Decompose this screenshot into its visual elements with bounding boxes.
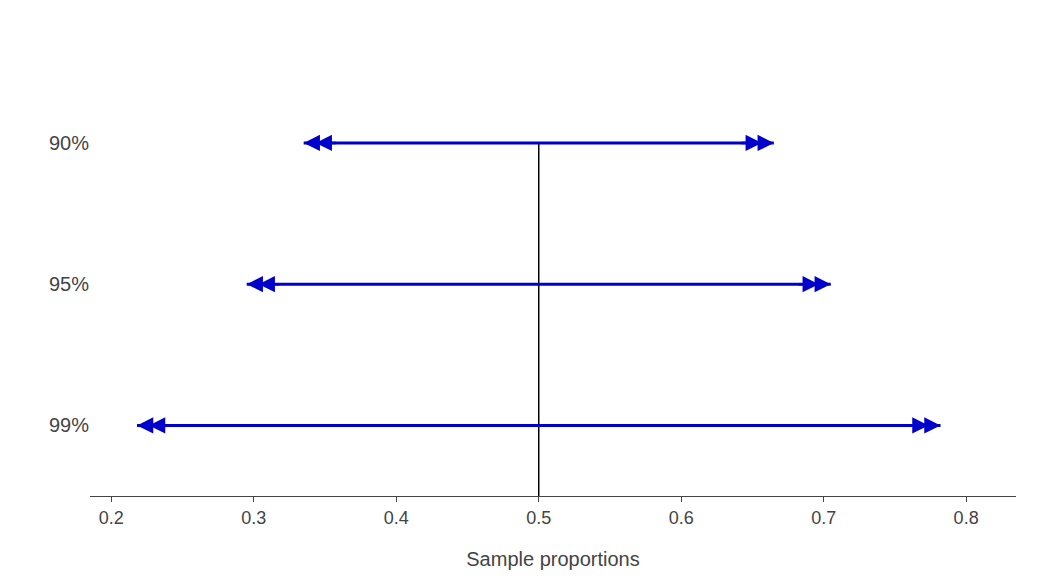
svg-text:0.6: 0.6: [669, 508, 694, 528]
svg-text:Sample proportions: Sample proportions: [466, 548, 639, 570]
svg-text:95%: 95%: [49, 273, 89, 295]
svg-text:0.2: 0.2: [99, 508, 124, 528]
svg-text:0.5: 0.5: [526, 508, 551, 528]
svg-text:0.4: 0.4: [384, 508, 409, 528]
svg-text:0.3: 0.3: [241, 508, 266, 528]
svg-text:99%: 99%: [49, 414, 89, 436]
svg-text:0.8: 0.8: [954, 508, 979, 528]
svg-text:0.7: 0.7: [811, 508, 836, 528]
svg-text:90%: 90%: [49, 132, 89, 154]
